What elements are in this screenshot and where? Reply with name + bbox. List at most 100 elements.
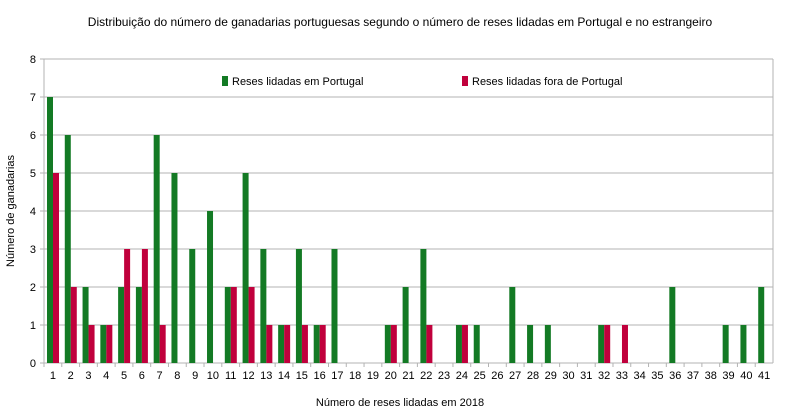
x-tick-label: 27 <box>509 370 521 382</box>
bar <box>740 325 747 363</box>
x-axis-label: Número de reses lidadas em 2018 <box>316 397 484 409</box>
x-tick-label: 31 <box>580 370 592 382</box>
y-tick-label: 1 <box>30 320 36 332</box>
x-tick-label: 25 <box>473 370 485 382</box>
x-tick-label: 8 <box>174 370 180 382</box>
x-tick-label: 32 <box>598 370 610 382</box>
bar <box>224 287 231 363</box>
bar <box>260 249 267 363</box>
bar <box>473 325 480 363</box>
y-tick-label: 7 <box>30 92 36 104</box>
bar <box>384 325 391 363</box>
x-tick-label: 37 <box>687 370 699 382</box>
x-tick-label: 9 <box>192 370 198 382</box>
bar <box>509 287 516 363</box>
bar <box>248 287 255 363</box>
bar <box>159 325 166 363</box>
x-tick-label: 34 <box>634 370 646 382</box>
x-tick-label: 38 <box>705 370 717 382</box>
bar <box>722 325 729 363</box>
bar <box>88 325 95 363</box>
bar <box>153 135 160 363</box>
bar <box>47 97 53 363</box>
bar <box>230 287 237 363</box>
y-tick-label: 0 <box>30 358 36 370</box>
bar <box>118 287 125 363</box>
y-tick-label: 3 <box>30 244 36 256</box>
bar <box>171 173 178 363</box>
bar <box>420 249 427 363</box>
bar <box>266 325 273 363</box>
bar <box>189 249 196 363</box>
legend-label: Reses lidadas em Portugal <box>232 76 363 88</box>
x-tick-label: 3 <box>85 370 91 382</box>
x-tick-label: 23 <box>438 370 450 382</box>
bar <box>390 325 397 363</box>
bar <box>669 287 676 363</box>
bar <box>426 325 433 363</box>
x-tick-label: 36 <box>669 370 681 382</box>
bar <box>124 249 131 363</box>
bar <box>135 287 142 363</box>
x-tick-label: 2 <box>68 370 74 382</box>
bar <box>313 325 320 363</box>
x-tick-label: 17 <box>331 370 343 382</box>
x-tick-label: 24 <box>456 370 468 382</box>
bar <box>544 325 551 363</box>
x-tick-label: 29 <box>545 370 557 382</box>
x-tick-label: 18 <box>349 370 361 382</box>
x-tick-label: 30 <box>562 370 574 382</box>
bar <box>598 325 605 363</box>
y-tick-label: 2 <box>30 282 36 294</box>
x-tick-label: 5 <box>121 370 127 382</box>
x-tick-label: 11 <box>225 370 236 382</box>
bar <box>207 211 214 363</box>
bar <box>284 325 291 363</box>
x-tick-label: 7 <box>157 370 163 382</box>
x-tick-label: 16 <box>313 370 325 382</box>
x-tick-label: 1 <box>50 370 56 382</box>
y-tick-label: 8 <box>30 54 36 66</box>
bar <box>53 173 59 363</box>
x-tick-label: 10 <box>207 370 219 382</box>
bar <box>758 287 765 363</box>
bar <box>278 325 285 363</box>
legend-swatch <box>462 76 468 86</box>
y-tick-label: 5 <box>30 168 36 180</box>
x-tick-label: 13 <box>260 370 272 382</box>
bar <box>82 287 89 363</box>
y-tick-label: 4 <box>30 206 36 218</box>
y-axis-label: Número de ganadarias <box>5 155 17 267</box>
bar <box>402 287 409 363</box>
x-tick-label: 22 <box>420 370 432 382</box>
x-tick-label: 21 <box>402 370 414 382</box>
x-tick-label: 20 <box>385 370 397 382</box>
bar <box>64 135 71 363</box>
x-tick-label: 33 <box>616 370 628 382</box>
x-tick-label: 41 <box>758 370 770 382</box>
chart-title: Distribuição do número de ganadarias por… <box>88 15 713 29</box>
bar <box>242 173 249 363</box>
x-tick-label: 26 <box>491 370 503 382</box>
bar <box>141 249 148 363</box>
x-tick-label: 4 <box>103 370 109 382</box>
x-tick-label: 15 <box>296 370 308 382</box>
x-tick-label: 12 <box>242 370 254 382</box>
x-tick-label: 19 <box>367 370 379 382</box>
x-tick-label: 28 <box>527 370 539 382</box>
bar <box>295 249 302 363</box>
y-tick-label: 6 <box>30 130 36 142</box>
bar <box>301 325 308 363</box>
bar <box>70 287 77 363</box>
bar <box>455 325 462 363</box>
x-tick-label: 40 <box>740 370 752 382</box>
x-tick-label: 39 <box>722 370 734 382</box>
bar <box>106 325 113 363</box>
legend-swatch <box>222 76 228 86</box>
bar <box>621 325 628 363</box>
bar <box>319 325 326 363</box>
bar <box>604 325 611 363</box>
x-tick-label: 14 <box>278 370 290 382</box>
